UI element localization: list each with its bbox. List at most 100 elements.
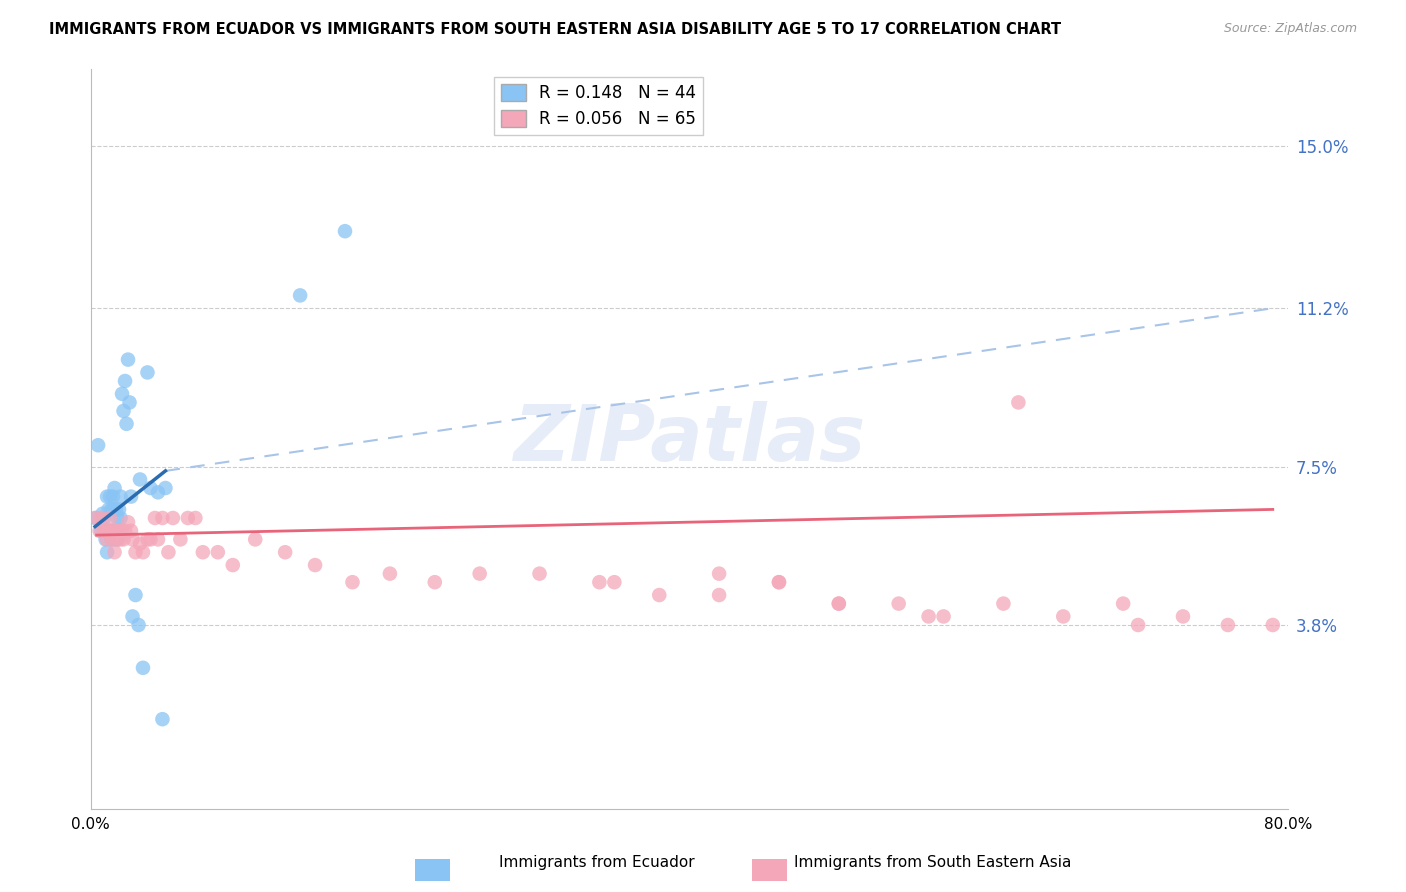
Point	[101, 502, 124, 516]
Point	[157, 545, 180, 559]
Point	[96, 545, 118, 559]
Point	[97, 524, 120, 538]
Point	[132, 545, 155, 559]
Point	[89, 524, 111, 538]
Point	[91, 507, 114, 521]
Point	[103, 545, 125, 559]
Point	[828, 597, 851, 611]
Point	[101, 490, 124, 504]
Point	[100, 533, 122, 547]
Point	[107, 511, 129, 525]
Point	[207, 545, 229, 559]
Point	[129, 473, 152, 487]
Point	[245, 533, 267, 547]
Point	[103, 533, 125, 547]
Point	[93, 524, 115, 538]
Point	[139, 481, 162, 495]
Point	[98, 490, 121, 504]
Point	[128, 618, 150, 632]
Point	[118, 395, 141, 409]
Point	[529, 566, 551, 581]
Point	[146, 533, 169, 547]
Point	[96, 490, 118, 504]
Point	[648, 588, 671, 602]
Point	[588, 575, 610, 590]
Point	[333, 224, 356, 238]
Point	[146, 485, 169, 500]
Point	[97, 524, 120, 538]
Point	[100, 502, 122, 516]
Point	[1216, 618, 1239, 632]
Point	[162, 511, 184, 525]
Point	[108, 502, 131, 516]
Point	[917, 609, 939, 624]
Point	[993, 597, 1015, 611]
Point	[121, 609, 143, 624]
Point	[152, 511, 174, 525]
Point	[342, 575, 364, 590]
Text: IMMIGRANTS FROM ECUADOR VS IMMIGRANTS FROM SOUTH EASTERN ASIA DISABILITY AGE 5 T: IMMIGRANTS FROM ECUADOR VS IMMIGRANTS FR…	[49, 22, 1062, 37]
Point	[768, 575, 790, 590]
Point	[107, 533, 129, 547]
Point	[124, 588, 146, 602]
Point	[1261, 618, 1284, 632]
Point	[112, 404, 135, 418]
Point	[288, 288, 311, 302]
Text: Immigrants from Ecuador: Immigrants from Ecuador	[499, 855, 695, 870]
Point	[143, 511, 166, 525]
Point	[97, 502, 120, 516]
Point	[101, 524, 124, 538]
Point	[222, 558, 245, 572]
Point	[1112, 597, 1135, 611]
Point	[94, 533, 117, 547]
Text: ZIPatlas: ZIPatlas	[513, 401, 865, 477]
Text: Source: ZipAtlas.com: Source: ZipAtlas.com	[1223, 22, 1357, 36]
Point	[191, 545, 214, 559]
Point	[117, 352, 139, 367]
Point	[378, 566, 401, 581]
Point	[84, 511, 107, 525]
Point	[468, 566, 491, 581]
Point	[107, 533, 129, 547]
Point	[120, 490, 142, 504]
Point	[707, 588, 730, 602]
Point	[887, 597, 910, 611]
Point	[94, 524, 117, 538]
Point	[1171, 609, 1194, 624]
Point	[136, 533, 159, 547]
Point	[98, 524, 121, 538]
Point	[90, 524, 112, 538]
Point	[932, 609, 955, 624]
Point	[124, 545, 146, 559]
Point	[129, 536, 152, 550]
Point	[98, 511, 121, 525]
Point	[152, 712, 174, 726]
Point	[1007, 395, 1029, 409]
Point	[87, 438, 110, 452]
Point	[177, 511, 200, 525]
Point	[96, 533, 118, 547]
Point	[423, 575, 446, 590]
Point	[110, 533, 132, 547]
Point	[603, 575, 626, 590]
Point	[828, 597, 851, 611]
Point	[1126, 618, 1149, 632]
Point	[110, 490, 132, 504]
Point	[111, 387, 134, 401]
Point	[103, 481, 125, 495]
Point	[184, 511, 207, 525]
Point	[120, 524, 142, 538]
Point	[112, 533, 135, 547]
Point	[139, 533, 162, 547]
Point	[274, 545, 297, 559]
Point	[121, 533, 143, 547]
Point	[100, 533, 122, 547]
Point	[155, 481, 177, 495]
Point	[115, 417, 138, 431]
Point	[132, 661, 155, 675]
Point	[90, 511, 112, 525]
Point	[1052, 609, 1074, 624]
Point	[136, 366, 159, 380]
Point	[111, 524, 134, 538]
Point	[707, 566, 730, 581]
